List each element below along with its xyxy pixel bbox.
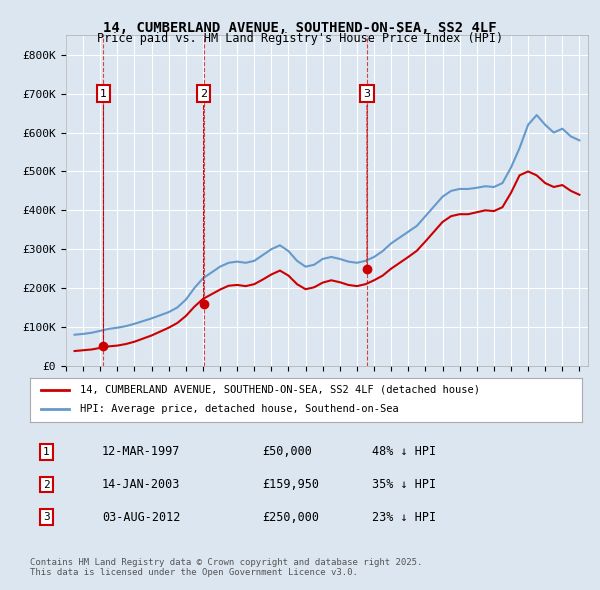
Text: HPI: Average price, detached house, Southend-on-Sea: HPI: Average price, detached house, Sout…	[80, 405, 398, 414]
Text: 14, CUMBERLAND AVENUE, SOUTHEND-ON-SEA, SS2 4LF: 14, CUMBERLAND AVENUE, SOUTHEND-ON-SEA, …	[103, 21, 497, 35]
Text: 2: 2	[200, 88, 207, 301]
Text: £159,950: £159,950	[262, 478, 319, 491]
Text: £50,000: £50,000	[262, 445, 312, 458]
Text: Contains HM Land Registry data © Crown copyright and database right 2025.
This d: Contains HM Land Registry data © Crown c…	[30, 558, 422, 577]
Text: 3: 3	[43, 512, 50, 522]
Text: 23% ↓ HPI: 23% ↓ HPI	[372, 511, 436, 524]
Text: 35% ↓ HPI: 35% ↓ HPI	[372, 478, 436, 491]
Text: 14, CUMBERLAND AVENUE, SOUTHEND-ON-SEA, SS2 4LF (detached house): 14, CUMBERLAND AVENUE, SOUTHEND-ON-SEA, …	[80, 385, 479, 395]
Text: 1: 1	[100, 88, 107, 343]
Text: Price paid vs. HM Land Registry's House Price Index (HPI): Price paid vs. HM Land Registry's House …	[97, 32, 503, 45]
Text: 14-JAN-2003: 14-JAN-2003	[102, 478, 180, 491]
Text: 1: 1	[43, 447, 50, 457]
Text: 3: 3	[364, 88, 371, 266]
Text: 03-AUG-2012: 03-AUG-2012	[102, 511, 180, 524]
Text: 48% ↓ HPI: 48% ↓ HPI	[372, 445, 436, 458]
Text: 12-MAR-1997: 12-MAR-1997	[102, 445, 180, 458]
Text: £250,000: £250,000	[262, 511, 319, 524]
Text: 2: 2	[43, 480, 50, 490]
